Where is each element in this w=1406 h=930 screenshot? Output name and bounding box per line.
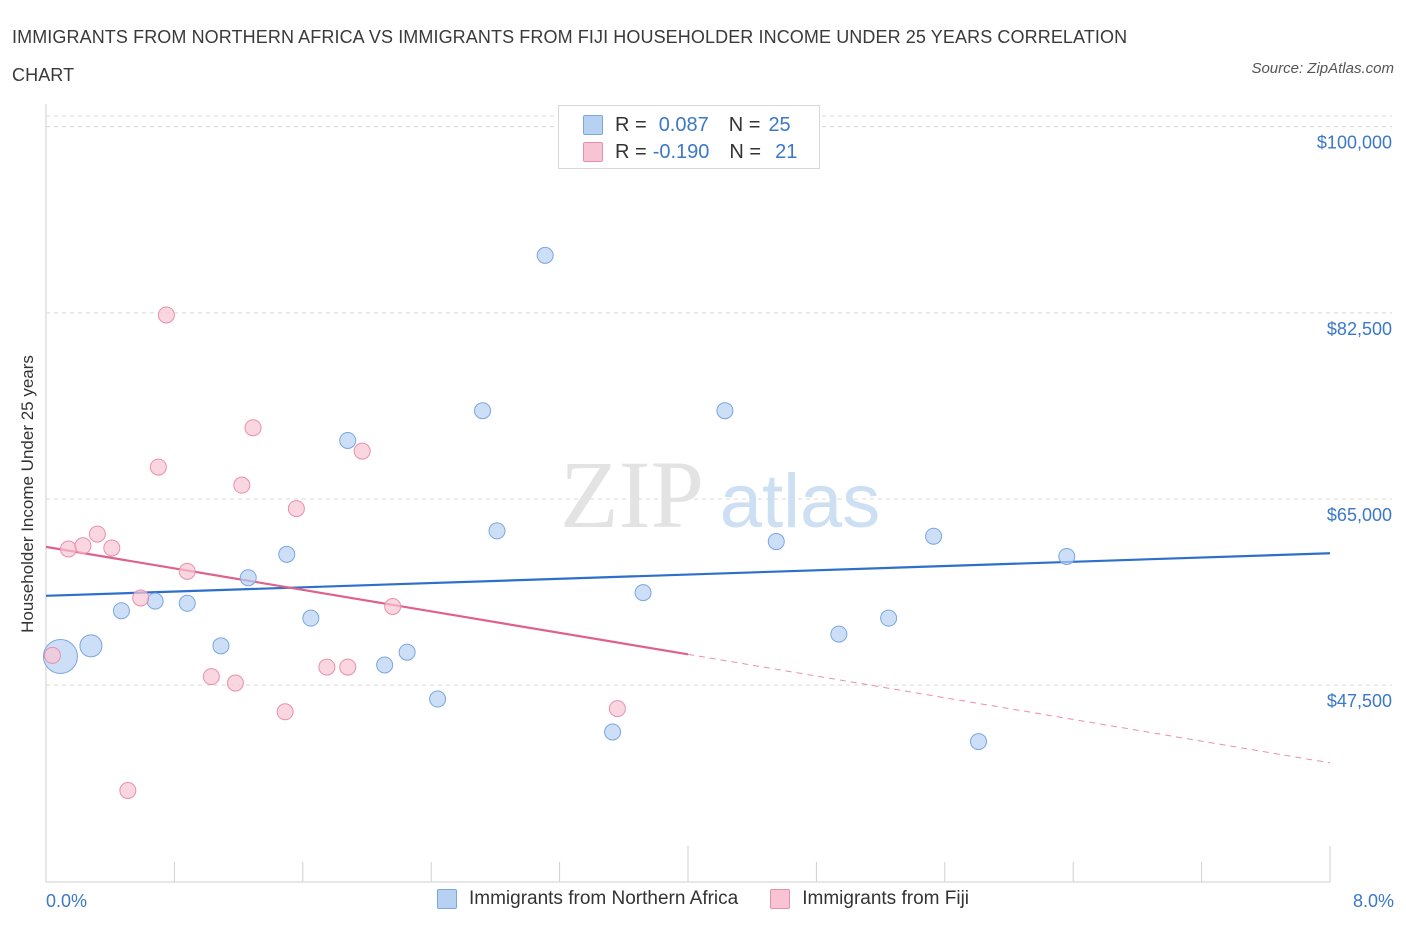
y-tick-label: $100,000 [1317,133,1392,153]
correlation-legend: R = 0.087 N = 25 R = -0.190 N = 21 [558,105,820,169]
grid-lines [46,115,1392,686]
legend-label: Immigrants from Fiji [802,888,970,909]
watermark: ZIP atlas [560,441,880,548]
point-fiji [178,562,196,580]
point-northern-africa [376,656,394,674]
n-value: 21 [775,140,798,163]
point-northern-africa [79,634,103,658]
r-value: 0.087 [658,113,709,136]
point-fiji [233,476,251,494]
legend-label: Immigrants from Northern Africa [468,888,739,909]
point-northern-africa [146,592,164,610]
x-axis [45,104,1331,883]
r-label: R = [615,140,647,163]
point-northern-africa [212,637,230,655]
point-northern-africa [1058,547,1076,565]
y-tick-label: $82,500 [1327,319,1392,339]
point-fiji [103,539,121,557]
point-northern-africa [398,643,416,661]
point-fiji [339,658,357,676]
point-northern-africa [239,569,257,587]
y-tick-labels: $47,500 $65,000 $82,500 $100,000 [1317,133,1392,712]
point-northern-africa [536,246,554,264]
point-northern-africa [830,625,848,643]
legend-swatch-pink [770,889,791,909]
point-northern-africa [767,533,785,551]
legend-swatch-blue [583,115,603,135]
trend-line-fiji-extension [687,653,1331,764]
point-fiji [59,540,77,558]
y-tick-label: $65,000 [1327,505,1392,525]
n-label: N = [729,140,762,163]
point-fiji [353,442,371,460]
watermark-zip: ZIP [560,441,704,548]
trend-lines [45,545,1331,764]
legend-swatch-pink [583,142,603,162]
legend-swatch-blue [436,889,457,909]
point-northern-africa [970,733,988,751]
legend-row-fiji: R = -0.190 N = 21 [583,139,797,165]
point-northern-africa [488,522,506,540]
point-northern-africa [604,723,622,741]
point-northern-africa [302,609,320,627]
point-fiji [74,537,92,555]
point-northern-africa [634,584,652,602]
point-fiji [157,306,175,324]
point-northern-africa [278,545,296,563]
n-value: 25 [768,113,791,136]
r-label: R = [615,113,647,136]
r-value: -0.190 [652,140,710,163]
data-points [42,246,1076,800]
series-legend: Immigrants from Northern Africa Immigran… [0,888,1406,910]
point-fiji [202,668,220,686]
point-northern-africa [716,402,734,420]
point-northern-africa [474,402,492,420]
watermark-atlas: atlas [720,459,881,544]
n-label: N = [728,113,761,136]
legend-row-northern-africa: R = 0.087 N = 25 [583,112,791,138]
chart-title: IMMIGRANTS FROM NORTHERN AFRICA VS IMMIG… [12,27,1128,85]
point-northern-africa [178,594,196,612]
point-fiji [384,597,402,615]
point-fiji [318,658,336,676]
point-fiji [43,646,61,664]
point-northern-africa [880,609,898,627]
trend-line-fiji [45,545,689,656]
point-fiji [132,589,150,607]
y-axis-title: Householder Income Under 25 years [18,355,37,633]
point-northern-africa [429,690,447,708]
point-fiji [287,500,305,518]
point-fiji [119,782,137,800]
point-fiji [226,674,244,692]
x-tick-label-max: 8.0% [1352,891,1394,911]
legend-item-fiji: Immigrants from Fiji [770,888,969,910]
point-northern-africa [112,602,130,620]
chart-source: Source: ZipAtlas.com [1251,60,1394,77]
point-fiji [88,525,106,543]
point-fiji [276,703,294,721]
point-northern-africa [925,527,943,545]
y-tick-label: $47,500 [1327,691,1392,711]
x-tick-label-min: 0.0% [46,891,88,911]
legend-item-northern-africa: Immigrants from Northern Africa [436,888,739,910]
point-fiji [149,458,167,476]
point-northern-africa [339,431,357,449]
point-fiji [244,419,262,437]
trend-line-northern-africa [45,552,1331,597]
point-fiji [608,700,626,718]
